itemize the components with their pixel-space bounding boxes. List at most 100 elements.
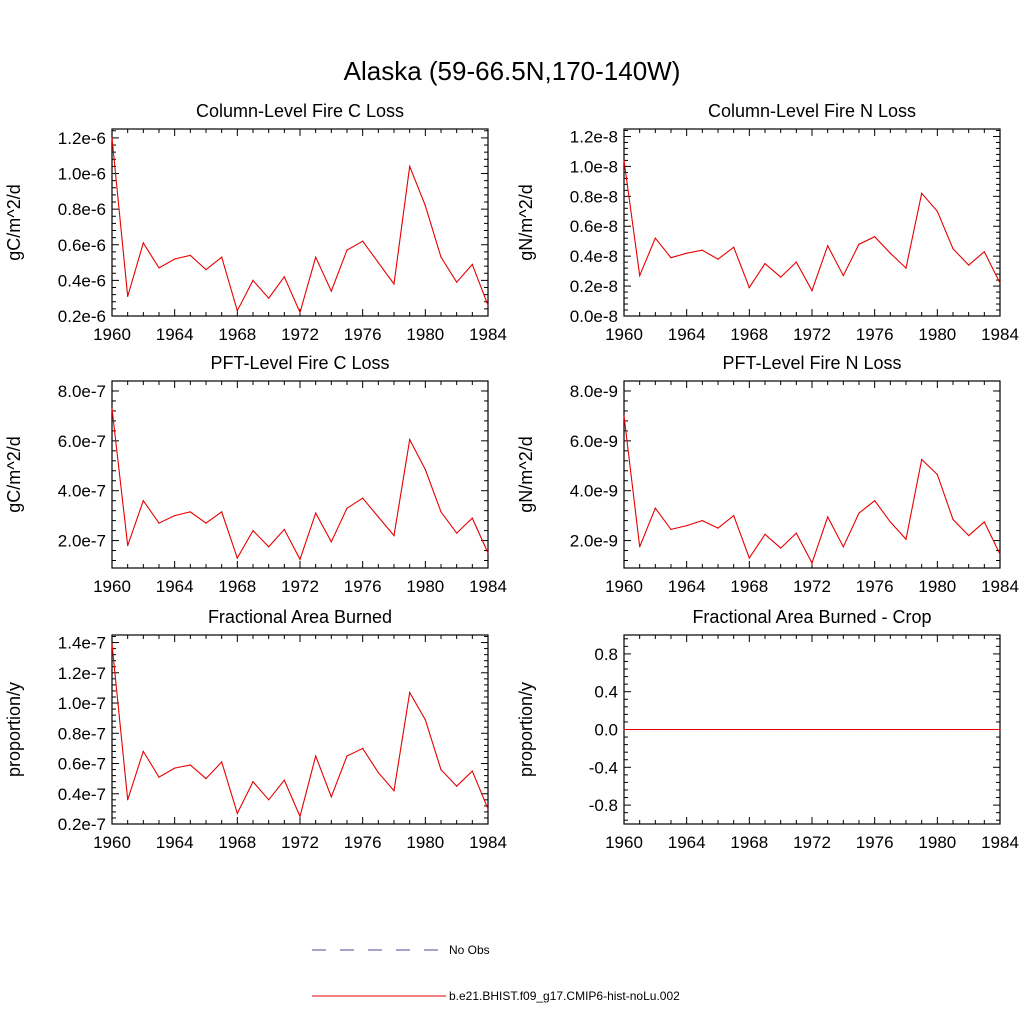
data-point <box>205 269 207 271</box>
data-point <box>221 256 223 258</box>
x-tick-label: 1972 <box>281 577 319 596</box>
x-tick-label: 1960 <box>93 833 131 852</box>
data-point <box>999 728 1001 731</box>
data-point <box>189 511 191 513</box>
data-point <box>639 275 641 277</box>
data-point <box>905 728 907 731</box>
y-tick-label: 0.4e-7 <box>58 785 106 804</box>
y-axis-label: gN/m^2/d <box>516 436 536 512</box>
data-point <box>968 728 970 731</box>
data-point <box>842 728 844 731</box>
series-line <box>111 408 489 561</box>
data-point <box>921 192 923 194</box>
y-tick-label: 0.4 <box>594 683 618 702</box>
data-point <box>889 728 891 731</box>
data-point <box>409 165 411 167</box>
y-tick-label: 0.8e-6 <box>58 200 106 219</box>
x-tick-label: 1968 <box>218 833 256 852</box>
data-point <box>189 764 191 766</box>
data-point <box>827 728 829 731</box>
data-point <box>858 728 860 731</box>
data-point <box>268 297 270 299</box>
data-point <box>362 240 364 242</box>
data-point <box>362 497 364 499</box>
data-point <box>424 468 426 471</box>
data-point <box>158 267 160 269</box>
x-tick-label: 1960 <box>93 577 131 596</box>
data-point <box>968 264 970 266</box>
data-point <box>983 728 985 731</box>
data-point <box>409 691 411 694</box>
data-point <box>252 530 254 532</box>
chart-panel: PFT-Level Fire C Loss gC/m^2/d 1960 1964 196… <box>4 353 507 596</box>
x-tick-label: 1968 <box>218 325 256 344</box>
x-tick-label: 1976 <box>344 833 382 852</box>
data-point <box>283 528 285 530</box>
x-tick-label: 1964 <box>156 577 194 596</box>
data-point <box>795 532 797 534</box>
data-point <box>330 796 332 798</box>
x-tick-label: 1976 <box>856 833 894 852</box>
x-tick-label: 1980 <box>918 577 956 596</box>
data-point <box>268 546 270 548</box>
data-point <box>440 256 442 258</box>
x-tick-label: 1984 <box>981 577 1019 596</box>
data-point <box>764 263 766 265</box>
x-tick-label: 1964 <box>668 577 706 596</box>
data-point <box>127 544 129 547</box>
data-point <box>440 511 442 513</box>
y-tick-label: 1.0e-6 <box>58 165 106 184</box>
data-point <box>471 517 473 519</box>
data-point <box>968 534 970 537</box>
y-tick-label: 0.8e-8 <box>570 187 618 206</box>
data-point <box>456 785 458 787</box>
panel-title: PFT-Level Fire N Loss <box>722 353 901 373</box>
data-point <box>811 728 813 731</box>
data-point <box>717 728 719 731</box>
y-tick-label: 6.0e-7 <box>58 432 106 451</box>
data-point <box>842 275 844 277</box>
data-point <box>905 267 907 269</box>
x-tick-label: 1964 <box>668 833 706 852</box>
data-point <box>189 254 191 257</box>
data-point <box>764 728 766 731</box>
y-tick-label: 4.0e-7 <box>58 482 106 501</box>
data-point <box>252 781 254 783</box>
data-point <box>889 252 891 254</box>
plot-frame <box>111 128 489 317</box>
data-point <box>952 248 954 250</box>
data-point <box>424 719 426 721</box>
data-point <box>111 407 113 410</box>
x-tick-label: 1984 <box>469 833 507 852</box>
data-point <box>748 286 750 289</box>
x-tick-label: 1968 <box>730 577 768 596</box>
y-tick-label: 1.2e-8 <box>570 127 618 146</box>
data-point <box>905 538 907 540</box>
data-point <box>952 728 954 731</box>
data-point <box>487 304 489 306</box>
data-point <box>686 525 688 527</box>
y-axis-label: proportion/y <box>4 682 24 777</box>
data-point <box>623 728 625 731</box>
data-point <box>936 210 938 212</box>
data-point <box>111 137 113 139</box>
data-point <box>921 458 923 461</box>
data-point <box>999 282 1001 284</box>
series-line <box>623 160 1001 292</box>
data-point <box>842 546 844 548</box>
data-point <box>393 534 395 537</box>
data-point <box>127 799 129 801</box>
y-tick-label: 0.6e-8 <box>570 217 618 236</box>
data-point <box>346 755 348 757</box>
x-tick-label: 1972 <box>793 577 831 596</box>
data-point <box>221 511 223 513</box>
data-point <box>874 500 876 502</box>
x-tick-label: 1980 <box>406 577 444 596</box>
data-point <box>487 552 489 554</box>
data-point <box>780 728 782 731</box>
data-point <box>654 237 656 239</box>
y-tick-label: 0.2e-8 <box>570 277 618 296</box>
y-tick-label: 0.0 <box>594 721 618 740</box>
data-point <box>174 515 176 517</box>
data-point <box>174 767 176 769</box>
